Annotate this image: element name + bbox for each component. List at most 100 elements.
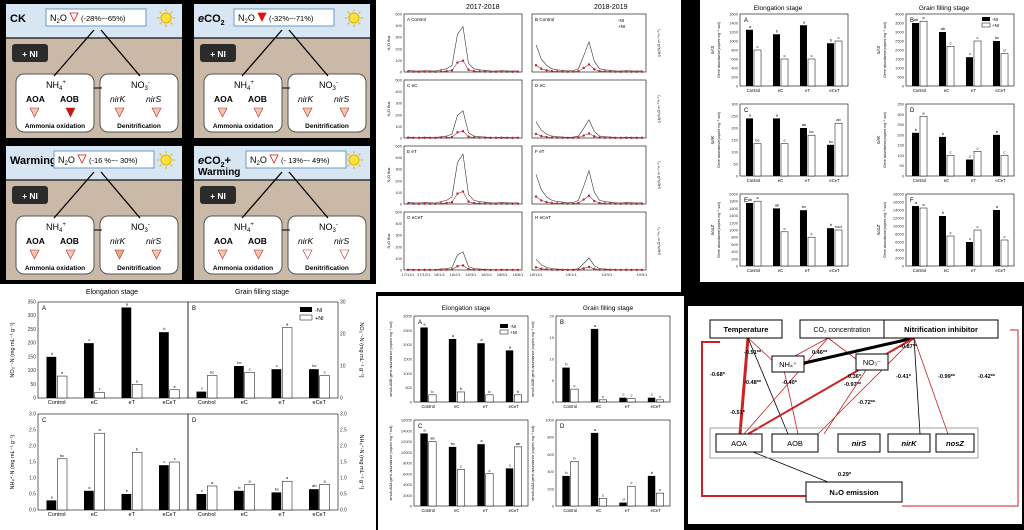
series-point <box>598 69 601 73</box>
y-tick-label: 200 <box>731 126 738 131</box>
treatment-title: CK <box>10 13 26 25</box>
aob-label: AOB <box>248 94 267 104</box>
series-line-minus-ni <box>535 119 643 138</box>
significance-letter: a <box>286 475 289 480</box>
significance-letter: ab <box>516 441 521 446</box>
sun-ray <box>358 164 361 167</box>
x-category-label: Control <box>747 178 761 183</box>
series-point <box>445 201 448 205</box>
y-tick-label: 3500 <box>895 21 905 26</box>
subplot-label: B Control <box>535 17 554 22</box>
path-coefficient: -0.72** <box>858 400 876 406</box>
series-line-plus-ni <box>407 191 519 205</box>
y-tick-label: 10000 <box>893 224 905 229</box>
x-tick-label: 17/11/1 <box>401 272 415 277</box>
series-point <box>467 200 470 203</box>
amo-subplot-D: D 0 200 400 600 800 1000 b b Control a c eC d c eT b c eCe… <box>531 418 671 513</box>
y-tick-label: 100 <box>395 256 402 261</box>
significance-letter: a <box>99 427 102 432</box>
bar-minus-ni <box>196 494 207 510</box>
y-tick-label: 0 <box>902 84 905 89</box>
bar-minus-ni <box>911 23 919 86</box>
y-tick-label: 1200 <box>729 30 739 35</box>
chart-frame <box>905 193 1015 267</box>
no3-sub: 3 <box>333 228 337 234</box>
no3-sup: - <box>148 222 150 228</box>
y-axis-label: amoA-AOA gene abundance (copies mg⁻¹ soi… <box>531 425 535 500</box>
nirk-label: nirK <box>298 94 313 104</box>
path-arrow <box>747 337 789 435</box>
arrow-line <box>241 29 283 77</box>
path-coefficient: -0.68* <box>710 372 726 378</box>
x-category-label: eCeT <box>163 512 177 518</box>
significance-letter: bc <box>237 360 241 365</box>
sun-ray <box>159 164 162 167</box>
subplot-frame <box>531 13 647 73</box>
genes-group <box>709 427 979 459</box>
series-point <box>609 70 612 73</box>
significance-letter: a <box>996 204 999 209</box>
no3-label: NO3- <box>131 222 150 234</box>
series-point <box>545 268 548 271</box>
y-tick-label: 800 <box>731 48 738 53</box>
ni-box <box>883 319 999 339</box>
y-axis-label: Gene abundance(copies mg⁻¹ soil) <box>717 202 721 258</box>
no3-sup: - <box>336 80 338 86</box>
significance-letter: bc <box>995 35 999 40</box>
arrow-line <box>100 171 141 219</box>
bar-minus-ni <box>647 397 656 402</box>
y-tick-label: 100 <box>731 150 738 155</box>
x-category-label: Control <box>747 88 761 93</box>
series-point <box>450 69 454 72</box>
y-tick-label: 0 <box>33 396 36 402</box>
series-point <box>603 268 607 271</box>
nh4-base: NH <box>46 222 59 232</box>
series-point <box>571 70 575 73</box>
title-text: CO <box>204 155 221 167</box>
nirs-label: nirS <box>852 439 867 448</box>
y-axis-unit: (μg N₂O m⁻² h⁻¹) <box>657 161 661 188</box>
bar-minus-ni <box>965 242 973 266</box>
series-point <box>489 268 492 272</box>
y-tick-label: 50 <box>900 163 905 168</box>
bar-minus-ni <box>911 206 919 266</box>
ni-badge <box>12 44 48 62</box>
bar-minus-ni <box>745 118 753 176</box>
n2o-n: N <box>58 155 65 165</box>
ammonia-caption: Ammonia oxidation <box>213 123 273 130</box>
x-category-label: eCeT <box>313 512 327 518</box>
subplot-label: B <box>192 306 196 312</box>
y-tick-label: 400 <box>731 66 738 71</box>
series-point <box>494 268 498 272</box>
sun-ray <box>347 11 350 14</box>
chart-frame <box>413 419 529 507</box>
chart-frame <box>187 413 339 511</box>
bar-plus-ni <box>753 200 762 267</box>
y-tick-label: 1000 <box>729 39 739 44</box>
y-tick-label: 400 <box>395 23 402 28</box>
subplot-frame <box>403 13 523 73</box>
significance-letter: c <box>977 224 979 229</box>
sun-disc <box>160 154 172 166</box>
n2o-box <box>805 481 903 503</box>
n2o-label: N2O <box>238 13 255 25</box>
y-tick-label: 10 <box>550 357 555 362</box>
series-point <box>577 136 580 139</box>
series-point <box>561 70 564 73</box>
y-tick-label: 2.0 <box>29 444 36 450</box>
significance-letter: b <box>136 446 139 451</box>
bar-minus-ni <box>826 43 834 86</box>
x-category-label: Control <box>913 178 927 183</box>
amo-figure: Elongation stage Grain filling stage -NI+N… <box>389 305 671 513</box>
significance-letter: c <box>950 40 952 45</box>
series-point <box>593 68 596 71</box>
series-point <box>571 202 575 205</box>
n2o-label: N₂O emission <box>829 488 879 497</box>
significance-letter: c <box>324 370 326 375</box>
bar-plus-ni <box>319 375 330 399</box>
series-point <box>483 202 487 205</box>
y-tick-label: 200 <box>395 244 402 249</box>
series-point <box>593 199 596 203</box>
series-point <box>550 69 554 73</box>
subplot-label: C <box>418 424 423 430</box>
